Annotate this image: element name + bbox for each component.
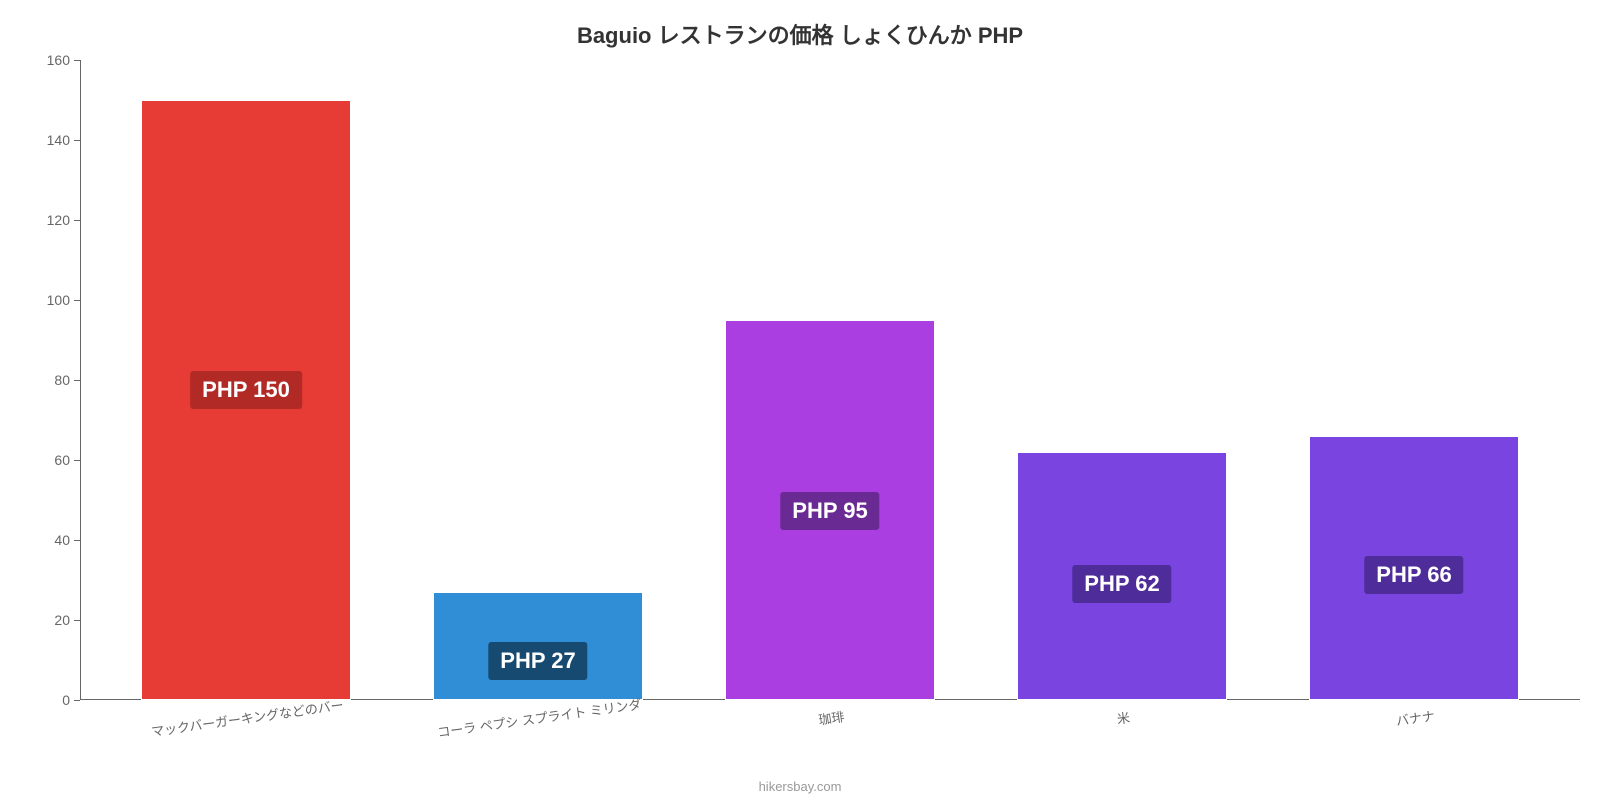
x-category-label: バナナ xyxy=(1395,705,1436,729)
bar: PHP 62 xyxy=(1017,452,1227,700)
x-label-slot: 米 xyxy=(976,700,1268,780)
x-label-slot: バナナ xyxy=(1268,700,1560,780)
bar-slot: PHP 150 xyxy=(100,60,392,700)
x-category-label: 珈琲 xyxy=(817,706,845,728)
bar-value-label: PHP 150 xyxy=(190,371,302,409)
bars-row: PHP 150 PHP 27 PHP 95 PHP 62 PHP 66 xyxy=(80,60,1580,700)
bar-value-label: PHP 95 xyxy=(780,492,879,530)
y-tick-label: 120 xyxy=(47,212,70,228)
x-labels-row: マックバーガーキングなどのバーコーラ ペプシ スプライト ミリンダ 珈琲 米 バナナ xyxy=(80,700,1580,780)
plot-area: 020406080100120140160 PHP 150PHP 27PHP 9… xyxy=(80,60,1580,700)
bar-slot: PHP 66 xyxy=(1268,60,1560,700)
bar-slot: PHP 62 xyxy=(976,60,1268,700)
bar-slot: PHP 27 xyxy=(392,60,684,700)
y-tick-label: 20 xyxy=(54,612,70,628)
bar-value-label: PHP 66 xyxy=(1364,556,1463,594)
y-tick-label: 80 xyxy=(54,372,70,388)
bar: PHP 95 xyxy=(725,320,935,700)
price-bar-chart: Baguio レストランの価格 しょくひんか PHP 0 20 40 60 80 100 1… xyxy=(0,0,1600,800)
y-tick-label: 160 xyxy=(47,52,70,68)
x-label-slot: 珈琲 xyxy=(684,700,976,780)
y-tick-label: 60 xyxy=(54,452,70,468)
x-label-slot: マックバーガーキングなどのバー xyxy=(100,700,392,780)
bar: PHP 150 xyxy=(141,100,351,700)
x-category-label: 米 xyxy=(1116,707,1132,728)
attribution-text: hikersbay.com xyxy=(0,779,1600,794)
x-category-label: マックバーガーキングなどのバー xyxy=(150,695,345,741)
x-label-slot: コーラ ペプシ スプライト ミリンダ xyxy=(392,700,684,780)
y-tick-label: 40 xyxy=(54,532,70,548)
x-category-label: コーラ ペプシ スプライト ミリンダ xyxy=(436,694,642,741)
y-tick-label: 140 xyxy=(47,132,70,148)
chart-title: Baguio レストランの価格 しょくひんか PHP xyxy=(0,18,1600,50)
bar-value-label: PHP 62 xyxy=(1072,565,1171,603)
y-tick-label: 100 xyxy=(47,292,70,308)
bar: PHP 66 xyxy=(1309,436,1519,700)
bar-slot: PHP 95 xyxy=(684,60,976,700)
bar-value-label: PHP 27 xyxy=(488,642,587,680)
y-tick-label: 0 xyxy=(62,692,70,708)
bar: PHP 27 xyxy=(433,592,643,700)
